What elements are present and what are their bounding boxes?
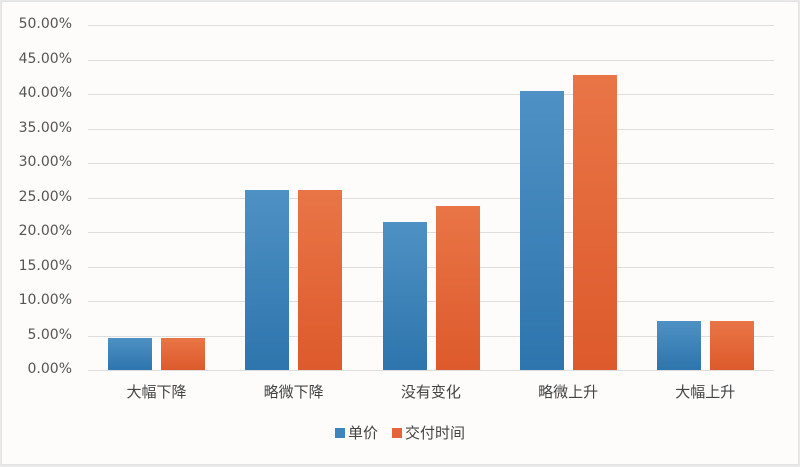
y-tick-label: 0.00% (27, 361, 72, 377)
y-tick-label: 15.00% (18, 257, 72, 274)
y-tick-label: 35.00% (18, 119, 72, 136)
y-tick-label: 45.00% (18, 50, 72, 67)
bar[interactable] (161, 337, 206, 370)
bar[interactable] (298, 189, 343, 370)
y-tick-label: 30.00% (18, 154, 72, 170)
legend-label: 单价 (347, 424, 378, 442)
bar[interactable] (108, 337, 153, 370)
x-tick-label: 大幅下降 (126, 383, 187, 401)
y-tick-label: 20.00% (18, 223, 72, 239)
bar[interactable] (572, 74, 617, 370)
x-tick-label: 略微上升 (538, 383, 599, 401)
gridline (88, 59, 774, 61)
gridline (88, 163, 774, 164)
legend: 单价 交付时间 (0, 422, 800, 443)
legend-swatch-icon (392, 427, 402, 438)
bar[interactable] (709, 321, 754, 370)
y-tick-label: 50.00% (18, 16, 72, 32)
y-tick-label: 25.00% (18, 188, 72, 205)
gridline (88, 94, 774, 95)
x-tick-label: 大幅上升 (675, 383, 736, 401)
y-tick-label: 10.00% (18, 292, 72, 308)
y-tick-label: 5.00% (27, 326, 72, 343)
gridline (88, 232, 774, 233)
bar[interactable] (245, 189, 290, 370)
bar[interactable] (382, 222, 427, 370)
gridline (88, 25, 774, 26)
bar[interactable] (656, 321, 701, 370)
x-tick-label: 略微下降 (263, 383, 324, 401)
gridline (88, 301, 774, 302)
y-tick-label: 40.00% (18, 85, 72, 101)
plot-area (88, 25, 774, 371)
gridline (88, 266, 774, 268)
legend-swatch-icon (334, 427, 345, 438)
legend-item-unit-price[interactable]: 单价 (334, 422, 378, 443)
gridline (88, 197, 774, 199)
gridline (88, 370, 774, 371)
legend-item-delivery-time[interactable]: 交付时间 (392, 422, 465, 443)
x-tick-label: 没有变化 (400, 383, 461, 401)
legend-label: 交付时间 (405, 424, 466, 442)
bar[interactable] (519, 91, 564, 370)
gridline (88, 128, 774, 130)
gridline (88, 335, 774, 337)
bar[interactable] (435, 205, 480, 370)
